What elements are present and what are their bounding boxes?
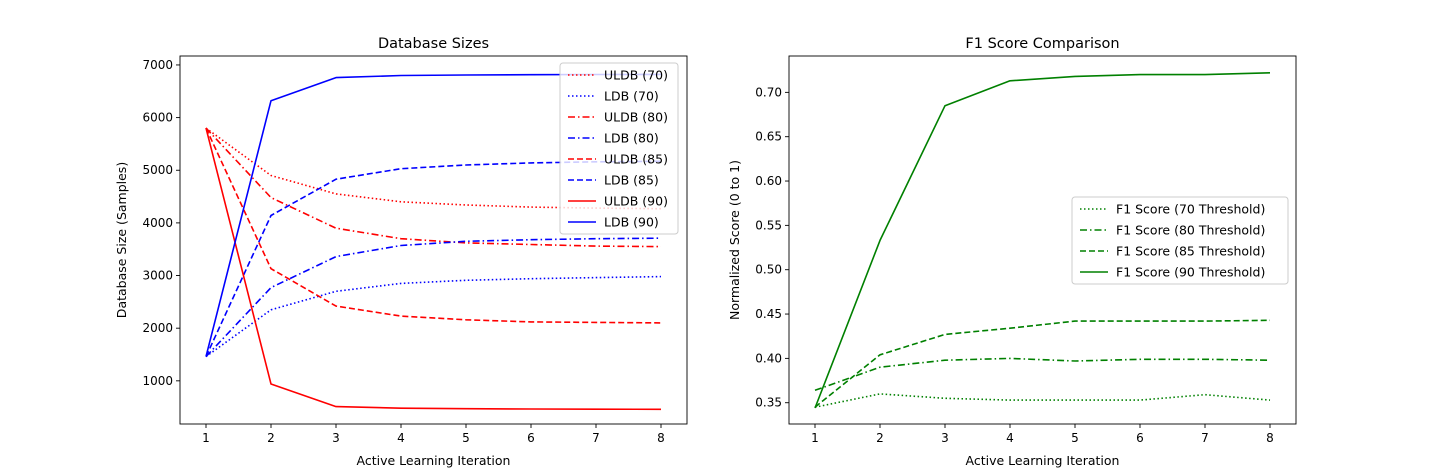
legend-box — [1071, 196, 1289, 285]
y-tick-label: 0.45 — [755, 307, 782, 321]
x-tick-label: 4 — [397, 431, 405, 445]
y-tick-label: 7000 — [142, 58, 173, 72]
chart-2: F1 Score Comparison 1 2 3 4 5 6 7 8 0.35 0.40 0.45 0… — [727, 36, 1297, 468]
y-axis-label: Normalized Score (0 to 1) — [727, 160, 742, 320]
legend-entry: ULDB (80) — [604, 110, 668, 125]
x-tick-label: 5 — [1071, 431, 1079, 445]
x-tick-label: 1 — [202, 431, 210, 445]
axes-frame — [788, 55, 1297, 425]
legend-entry: ULDB (85) — [604, 152, 668, 167]
y-tick-label: 0.35 — [755, 396, 782, 410]
y-tick-label: 0.70 — [755, 85, 782, 99]
series-line — [814, 319, 1271, 408]
series-line — [205, 127, 662, 411]
y-tick-label: 0.55 — [755, 218, 782, 232]
series-line — [205, 237, 662, 358]
x-tick-label: 8 — [657, 431, 665, 445]
y-tick-label: 5000 — [142, 163, 173, 177]
y-tick-label: 4000 — [142, 216, 173, 230]
legend-entry: F1 Score (85 Threshold) — [1116, 244, 1265, 259]
legend-entry: LDB (85) — [604, 173, 659, 188]
legend: F1 Score (70 Threshold) F1 Score (80 Thre… — [1071, 196, 1289, 285]
legend-entry: LDB (70) — [604, 89, 659, 104]
x-tick-label: 7 — [1201, 431, 1209, 445]
legend-entry: F1 Score (80 Threshold) — [1116, 223, 1265, 238]
x-tick-label: 1 — [811, 431, 819, 445]
x-tick-label: 6 — [527, 431, 535, 445]
x-tick-label: 2 — [876, 431, 884, 445]
series-line — [814, 72, 1271, 409]
x-tick-label: 4 — [1006, 431, 1014, 445]
x-tick-label: 3 — [941, 431, 949, 445]
series-line — [814, 393, 1271, 408]
axes-frame — [179, 55, 688, 425]
series-line — [205, 127, 662, 248]
legend-entry: LDB (90) — [604, 215, 659, 230]
y-tick-label: 3000 — [142, 269, 173, 283]
chart-title: Database Sizes — [378, 36, 489, 52]
legend-entry: ULDB (70) — [604, 68, 668, 83]
series-line — [205, 127, 662, 324]
x-tick-label: 2 — [267, 431, 275, 445]
y-tick-label: 0.40 — [755, 351, 782, 365]
x-tick-label: 7 — [592, 431, 600, 445]
y-tick-label: 0.60 — [755, 174, 782, 188]
x-tick-label: 5 — [462, 431, 470, 445]
y-tick-label: 2000 — [142, 321, 173, 335]
y-tick-label: 0.50 — [755, 263, 782, 277]
x-tick-label: 3 — [332, 431, 340, 445]
legend-box — [559, 62, 679, 235]
y-axis-label: Database Size (Samples) — [114, 162, 129, 318]
series-line — [814, 357, 1271, 392]
chart-1: Database Sizes 1 2 3 4 5 6 7 8 1000 2000 3000 4000 50… — [114, 36, 688, 468]
legend: ULDB (70) LDB (70) ULDB (80) LDB (80) ULDB (… — [559, 62, 679, 235]
y-tick-label: 0.65 — [755, 130, 782, 144]
y-tick-label: 6000 — [142, 111, 173, 125]
legend-entry: F1 Score (70 Threshold) — [1116, 202, 1265, 217]
x-axis-label: Active Learning Iteration — [966, 453, 1120, 468]
plot-area — [814, 72, 1271, 409]
series-line — [205, 275, 662, 358]
legend-entry: ULDB (90) — [604, 194, 668, 209]
y-tick-label: 1000 — [142, 374, 173, 388]
chart-title: F1 Score Comparison — [965, 36, 1119, 52]
x-axis-label: Active Learning Iteration — [357, 453, 511, 468]
legend-entry: LDB (80) — [604, 131, 659, 146]
x-tick-label: 8 — [1266, 431, 1274, 445]
legend-entry: F1 Score (90 Threshold) — [1116, 265, 1265, 280]
x-tick-label: 6 — [1136, 431, 1144, 445]
